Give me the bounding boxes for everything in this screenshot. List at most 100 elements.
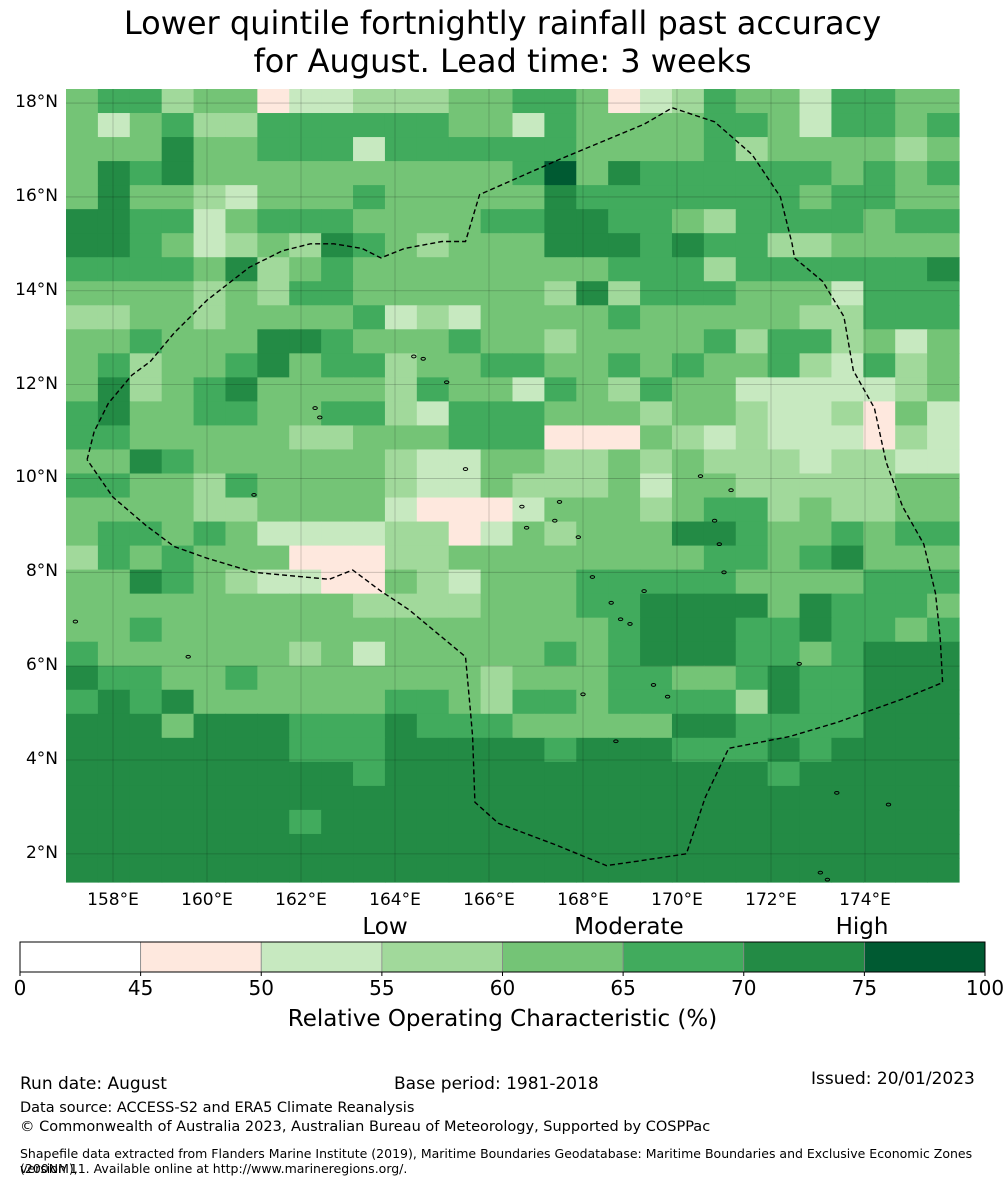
- map-cell: [895, 785, 928, 811]
- map-cell: [448, 737, 482, 763]
- map-cell: [161, 233, 195, 258]
- map-cell: [289, 785, 322, 811]
- map-cell: [895, 713, 928, 739]
- map-cell: [448, 593, 482, 619]
- island-outline: [575, 535, 581, 540]
- map-cell: [640, 281, 673, 306]
- map-cell: [161, 545, 195, 571]
- map-cell: [97, 89, 131, 114]
- map-cell: [576, 353, 609, 378]
- map-cell: [831, 353, 864, 378]
- map-cell: [161, 785, 195, 811]
- map-cell: [799, 401, 833, 427]
- map-cell: [161, 257, 195, 282]
- map-cell: [512, 833, 545, 859]
- map-cell: [384, 473, 418, 499]
- map-cell: [416, 473, 450, 499]
- map-cell: [608, 209, 641, 234]
- map-cell: [576, 737, 609, 763]
- map-cell: [512, 617, 545, 643]
- map-cell: [257, 761, 290, 787]
- map-cell: [225, 641, 258, 667]
- map-cell: [895, 593, 928, 619]
- map-cell: [863, 425, 896, 451]
- map-cell: [480, 353, 514, 378]
- map-cell: [416, 233, 450, 258]
- longitude-label: 170°E: [651, 890, 703, 910]
- map-cell: [640, 665, 673, 691]
- map-cells: [66, 89, 960, 883]
- map-cell: [257, 233, 290, 258]
- map-cell: [640, 449, 673, 475]
- map-cell: [257, 473, 290, 499]
- map-cell: [353, 209, 386, 234]
- map-cell: [448, 353, 482, 378]
- map-cell: [512, 257, 545, 282]
- map-cell: [257, 185, 290, 210]
- map-cell: [321, 329, 354, 354]
- map-cell: [129, 473, 163, 499]
- map-cell: [927, 809, 960, 835]
- map-cell: [799, 113, 833, 138]
- map-cell: [193, 641, 227, 667]
- map-cell: [289, 305, 322, 330]
- map-cell: [576, 809, 609, 835]
- map-cell: [576, 425, 609, 451]
- map-cell: [416, 665, 450, 691]
- map-cell: [735, 137, 769, 162]
- map-cell: [448, 713, 482, 739]
- map-cell: [193, 785, 227, 811]
- map-cell: [161, 473, 195, 499]
- map-cell: [384, 161, 418, 186]
- island-outline: [728, 488, 734, 493]
- map-cell: [831, 281, 864, 306]
- map-cell: [640, 689, 673, 715]
- map-cell: [225, 521, 258, 547]
- map-cell: [799, 665, 833, 691]
- map-cell: [384, 689, 418, 715]
- map-cell: [831, 257, 864, 282]
- map-cell: [895, 689, 928, 715]
- map-cell: [353, 185, 386, 210]
- map-cell: [608, 305, 641, 330]
- map-cell: [608, 233, 641, 258]
- map-cell: [66, 329, 99, 354]
- map-cell: [831, 449, 864, 475]
- map-cell: [448, 137, 482, 162]
- map-cell: [384, 305, 418, 330]
- map-cell: [129, 329, 163, 354]
- map-cell: [161, 689, 195, 715]
- map-cell: [895, 641, 928, 667]
- map-cell: [576, 113, 609, 138]
- map-cell: [767, 89, 801, 114]
- map-cell: [257, 113, 290, 138]
- map-cell: [225, 593, 258, 619]
- map-cell: [799, 257, 833, 282]
- map-cell: [608, 329, 641, 354]
- map-cell: [97, 713, 131, 739]
- map-cell: [895, 545, 928, 571]
- map-cell: [321, 641, 354, 667]
- map-cell: [863, 449, 896, 475]
- map-cell: [927, 329, 960, 354]
- map-cell: [512, 521, 545, 547]
- shapefile-credit-line-1: Shapefile data extracted from Flanders M…: [20, 1146, 973, 1176]
- map-cell: [193, 113, 227, 138]
- map-cell: [608, 113, 641, 138]
- map-cell: [66, 665, 99, 691]
- map-cell: [384, 233, 418, 258]
- map-cell: [767, 689, 801, 715]
- map-cell: [512, 137, 545, 162]
- longitude-label: 168°E: [557, 890, 609, 910]
- map-cell: [384, 353, 418, 378]
- map-cell: [640, 737, 673, 763]
- map-cell: [321, 137, 354, 162]
- map-cell: [512, 209, 545, 234]
- map-cell: [129, 377, 163, 402]
- map-cell: [66, 473, 99, 499]
- map-cell: [767, 641, 801, 667]
- map-cell: [544, 761, 577, 787]
- map-cell: [416, 353, 450, 378]
- map-cell: [895, 113, 928, 138]
- map-cell: [321, 89, 354, 114]
